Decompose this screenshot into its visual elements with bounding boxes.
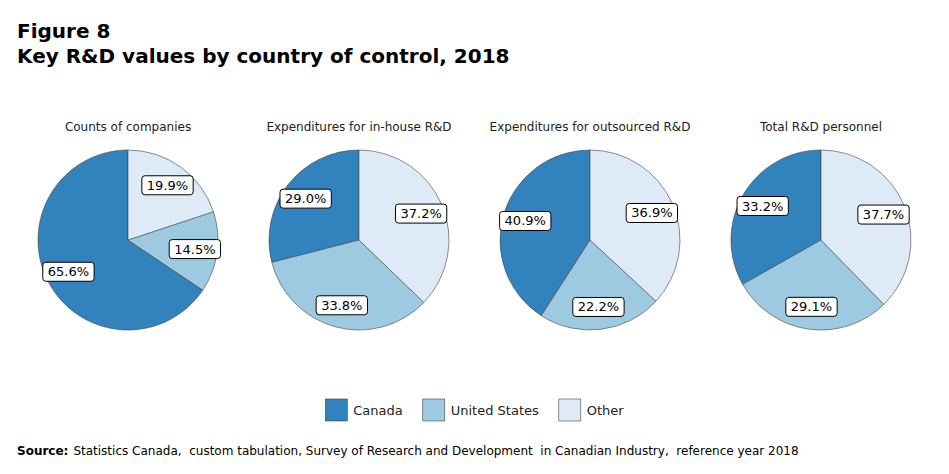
data-label-background [316, 296, 367, 315]
data-label-background [142, 176, 193, 195]
data-labels: 40.9% 22.2% 36.9% [500, 203, 678, 316]
data-label: 29.0% [285, 191, 326, 206]
pie-slice [359, 150, 449, 302]
data-label-box: 65.6% [43, 262, 94, 281]
data-label-box: 29.1% [786, 297, 837, 316]
pie-title: Expenditures for outsourced R&D [490, 120, 691, 134]
data-label-box: 40.9% [500, 211, 551, 230]
legend-label: Canada [353, 403, 402, 418]
pie-title: Counts of companies [65, 120, 191, 134]
legend-label: United States [451, 403, 539, 418]
slices [269, 150, 449, 330]
data-label: 33.2% [742, 199, 783, 214]
data-label-box: 14.5% [169, 240, 220, 259]
legend-item: Canada [325, 399, 402, 421]
legend-swatch [559, 399, 581, 421]
data-labels: 33.2% 29.1% 37.7% [737, 197, 909, 317]
pie-group: Expenditures for in-house R&D 29.0% 33.8% 3… [266, 120, 451, 330]
data-label-background [395, 204, 446, 223]
pie-group: Counts of companies 65.6% 14.5% 19.9% [38, 120, 221, 330]
data-label-box: 29.0% [280, 189, 331, 208]
data-labels: 65.6% 14.5% 19.9% [43, 176, 221, 282]
legend-label: Other [587, 403, 625, 418]
data-label: 37.7% [863, 207, 904, 222]
source: Source: Statistics Canada, custom tabulat… [17, 444, 799, 458]
slices [731, 150, 911, 330]
data-label-box: 33.8% [316, 296, 367, 315]
data-label-background [626, 203, 677, 222]
slices [500, 150, 680, 330]
data-label-background [858, 205, 909, 224]
data-label-box: 22.2% [573, 297, 624, 316]
data-label-background [43, 262, 94, 281]
data-label: 29.1% [791, 299, 832, 314]
subtitle: Key R&D values by country of control, 20… [17, 44, 509, 68]
pie-title: Total R&D personnel [759, 120, 882, 134]
legend: Canada United States Other [325, 399, 624, 421]
legend-swatch [325, 399, 347, 421]
pie-slice [590, 150, 680, 301]
data-label: 40.9% [505, 213, 546, 228]
title: Figure 8 [17, 19, 110, 43]
data-labels: 29.0% 33.8% 37.2% [280, 189, 447, 315]
data-label-background [169, 240, 220, 259]
data-label: 36.9% [631, 205, 672, 220]
source-label: Source: [17, 444, 68, 458]
pie-slice [128, 150, 213, 240]
data-label-background [500, 211, 551, 230]
data-label-box: 36.9% [626, 203, 677, 222]
data-label: 22.2% [578, 299, 619, 314]
data-label: 33.8% [321, 298, 362, 313]
legend-item: Other [559, 399, 625, 421]
data-label-box: 37.7% [858, 205, 909, 224]
data-label: 14.5% [174, 242, 215, 257]
source-text: Statistics Canada, custom tabulation, Su… [73, 444, 798, 458]
data-label: 19.9% [147, 178, 188, 193]
legend-item: United States [423, 399, 539, 421]
pie-group: Total R&D personnel 33.2% 29.1% 37.7% [731, 120, 911, 330]
data-label: 65.6% [48, 264, 89, 279]
data-label-box: 33.2% [737, 197, 788, 216]
data-label-background [573, 297, 624, 316]
pie-slice [821, 150, 911, 304]
data-label-box: 19.9% [142, 176, 193, 195]
figure: Figure 8Key R&D values by country of con… [0, 0, 949, 474]
legend-swatch [423, 399, 445, 421]
data-label-background [280, 189, 331, 208]
data-label-box: 37.2% [395, 204, 446, 223]
data-label-background [786, 297, 837, 316]
pie-group: Expenditures for outsourced R&D 40.9% 22.2… [490, 120, 691, 330]
pie-title: Expenditures for in-house R&D [266, 120, 451, 134]
data-label: 37.2% [400, 206, 441, 221]
data-label-background [737, 197, 788, 216]
